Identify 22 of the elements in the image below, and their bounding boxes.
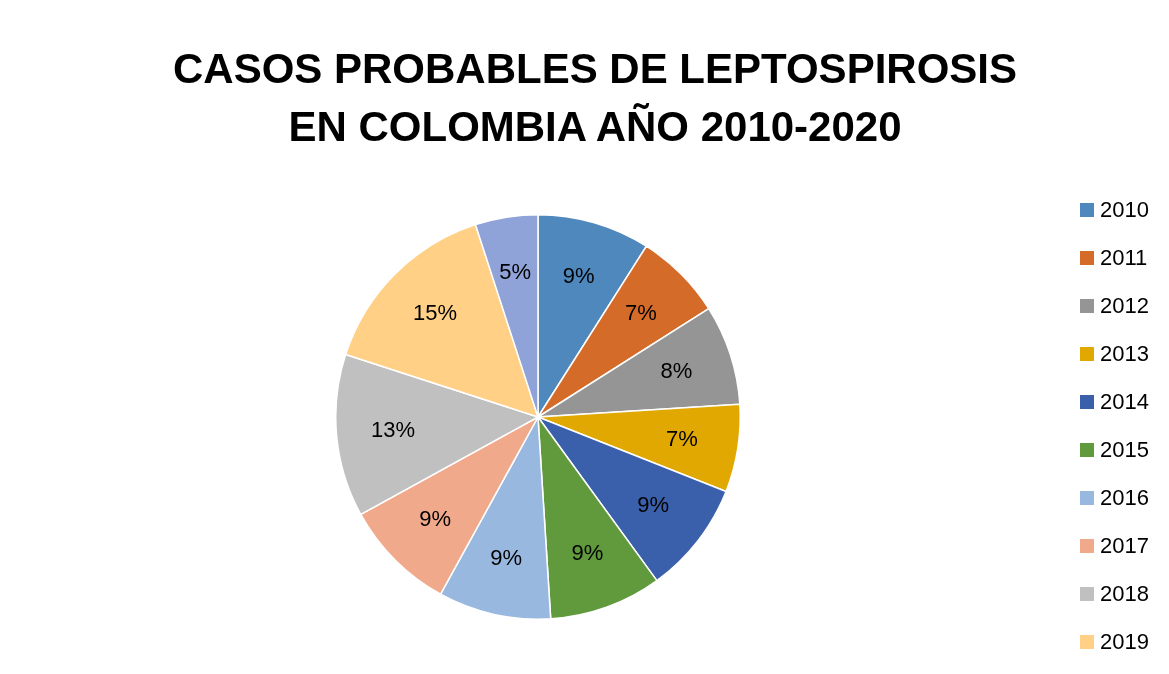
legend-label: 2010 xyxy=(1100,197,1149,223)
data-label: 7% xyxy=(625,300,657,326)
data-label: 9% xyxy=(562,263,595,289)
data-label: 5% xyxy=(499,259,532,285)
data-label: 9% xyxy=(571,540,604,566)
chart-title: CASOS PROBABLES DE LEPTOSPIROSIS EN COLOMBIA AÑO 2010-2020 xyxy=(171,44,1018,152)
data-label: 9% xyxy=(637,492,669,518)
legend-label: 2017 xyxy=(1100,533,1149,559)
legend-label: 2011 xyxy=(1100,245,1148,271)
legend-label: 2015 xyxy=(1100,437,1149,463)
legend-label: 2013 xyxy=(1100,341,1149,367)
legend-label: 2016 xyxy=(1100,485,1149,511)
data-label: 8% xyxy=(660,358,693,384)
data-label: 15% xyxy=(413,300,458,326)
legend-label: 2014 xyxy=(1100,389,1149,415)
data-label: 7% xyxy=(665,425,698,451)
data-label: 13% xyxy=(371,416,416,442)
data-label: 9% xyxy=(490,545,523,571)
legend-label: 2018 xyxy=(1100,581,1149,607)
data-label: 9% xyxy=(419,506,451,532)
legend-label: 2019 xyxy=(1100,629,1149,655)
legend-label: 2012 xyxy=(1100,293,1149,319)
